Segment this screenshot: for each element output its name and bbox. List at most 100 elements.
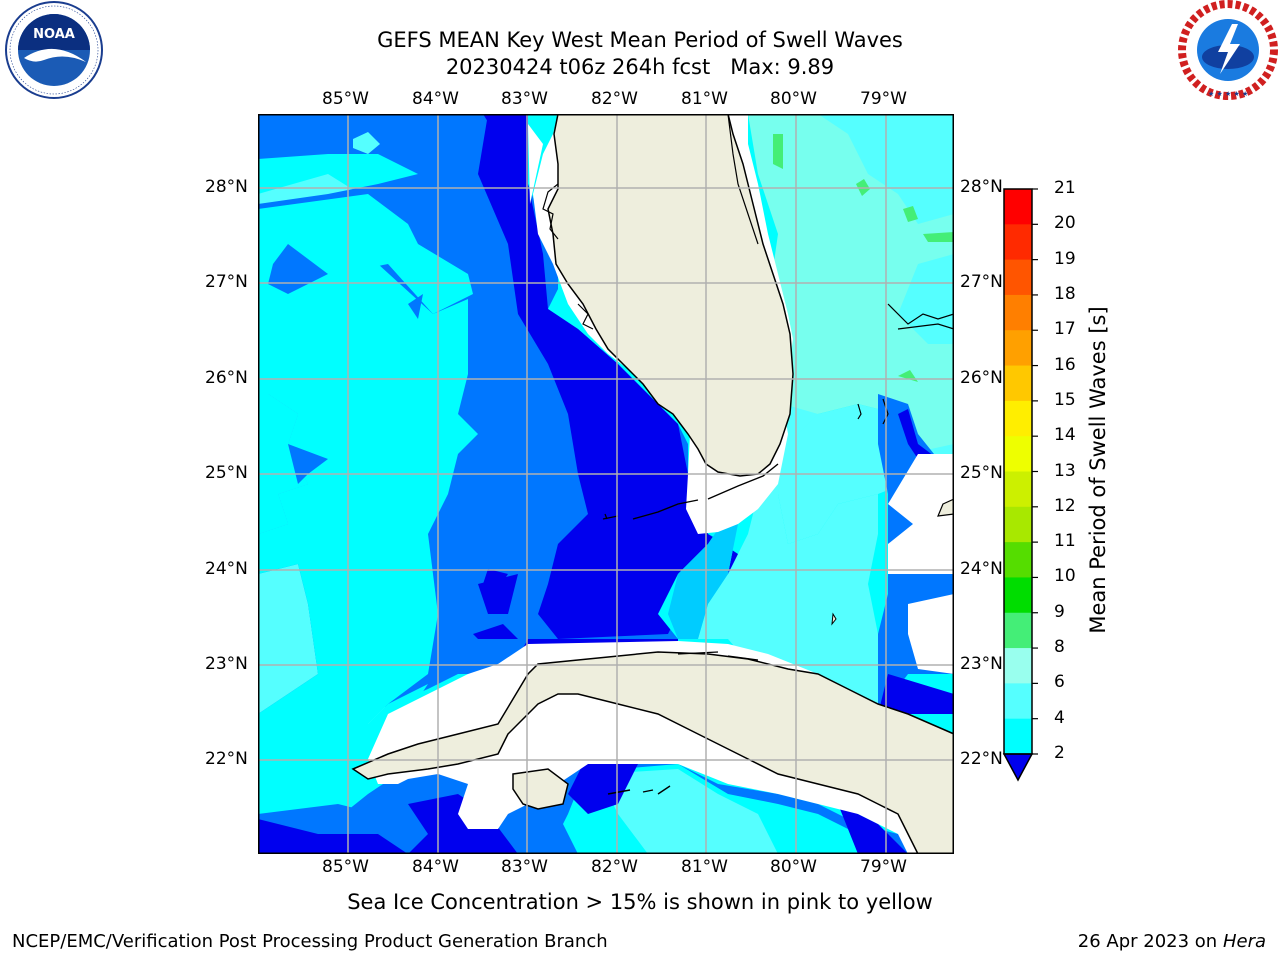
colorbar-label: 19 (1054, 248, 1076, 269)
florida-keys-middle (632, 499, 699, 520)
left-lat-label-28n: 28°N (205, 177, 248, 197)
chart-title: GEFS MEAN Key West Mean Period of Swell … (377, 28, 903, 52)
swell-field-under-2s-north (483, 114, 528, 184)
grand-bahama-coastline (887, 303, 954, 325)
swell-field-4-6s-straits-edge (668, 514, 738, 639)
swell-field-2-4s-patch-nw (268, 244, 328, 294)
left-lat-label-22n: 22°N (205, 749, 248, 769)
bottom-lon-label-83w: 83°W (501, 857, 548, 877)
colorbar-label: 17 (1054, 319, 1076, 340)
swell-field-6-8s-small (353, 132, 380, 154)
swell-field-under-2s-southwest (258, 819, 408, 854)
colorbar-label: 21 (1054, 178, 1076, 198)
swell-field-6-8s-south (598, 769, 778, 854)
top-lon-label-80w: 80°W (770, 89, 817, 109)
abaco-coastline (897, 323, 954, 330)
swell-field-9-10s-spot-3 (903, 206, 918, 222)
colorbar-label: 4 (1054, 707, 1065, 728)
swell-field-4-6s-west (258, 264, 478, 764)
colorbar-label: 15 (1054, 389, 1076, 410)
florida-land (547, 114, 794, 477)
map-frame (258, 114, 954, 854)
florida-charlotte-harbor-coastline (577, 303, 594, 330)
colorbar-segment (1004, 542, 1032, 578)
swell-field-under-2s-patch-3 (473, 624, 518, 639)
colorbar-label: 20 (1054, 213, 1076, 234)
swell-field-9-10s-spot-4 (923, 232, 954, 242)
swell-field-2-4s-spot (408, 294, 423, 319)
swell-field-4-6s-edge (258, 209, 308, 534)
colorbar-title: Mean Period of Swell Waves [s] (1086, 306, 1110, 634)
colorbar-under-triangle (1002, 753, 1034, 782)
noaa-logo-text: NOAA (33, 27, 75, 42)
map-gridlines (258, 114, 954, 854)
no-data-area-florida-nw (528, 124, 543, 204)
colorbar-label: 8 (1054, 637, 1065, 658)
colorbar-segment (1004, 400, 1032, 437)
colorbar-segment (1004, 718, 1032, 755)
cuba-northern-cays (677, 651, 759, 661)
footer-credit: NCEP/EMC/Verification Post Processing Pr… (12, 931, 608, 952)
top-lon-label-84w: 84°W (412, 89, 459, 109)
swell-period-map (258, 114, 954, 854)
bottom-lon-label-82w: 82°W (591, 857, 638, 877)
cay-sal-islet (831, 612, 837, 626)
swell-field-under-2s-south-spot (568, 754, 638, 814)
colorbar-segment (1004, 259, 1032, 296)
right-lat-label-28n: 28°N (960, 177, 1003, 197)
colorbar-segment (1004, 683, 1032, 720)
bottom-lon-label-84w: 84°W (412, 857, 459, 877)
no-data-area-bahamas-3 (908, 594, 954, 674)
no-data-area-bahamas-1 (888, 454, 954, 504)
colorbar-label: 11 (1054, 531, 1076, 552)
right-lat-label-27n: 27°N (960, 272, 1003, 292)
right-lat-label-25n: 25°N (960, 463, 1003, 483)
colorbar-label: 10 (1054, 566, 1076, 587)
top-lon-label-81w: 81°W (681, 89, 728, 109)
chart-subtitle: 20230424 t06z 264h fcst Max: 9.89 (445, 55, 835, 79)
colorbar-label: 14 (1054, 425, 1076, 446)
bimini-coastline (857, 403, 862, 420)
colorbar-segment (1004, 224, 1032, 261)
right-lat-label-26n: 26°N (960, 368, 1003, 388)
swell-field-under-2s-east (878, 674, 954, 714)
colorbar-label: 12 (1054, 495, 1076, 516)
swell-field-under-2s-patch-2 (478, 574, 518, 614)
left-lat-label-23n: 23°N (205, 654, 248, 674)
left-lat-label-25n: 25°N (205, 463, 248, 483)
swell-field-9-10s-spot-1 (773, 134, 783, 169)
berry-islands-coastline (882, 398, 889, 425)
left-lat-label-26n: 26°N (205, 368, 248, 388)
colorbar-segment (1004, 365, 1032, 402)
noaa-logo-icon: NOAA (4, 0, 104, 100)
sea-ice-note: Sea Ice Concentration > 15% is shown in … (347, 890, 933, 914)
top-lon-label-82w: 82°W (591, 89, 638, 109)
nws-logo-icon: ★ ★ ★ ★ ★ (1178, 0, 1278, 100)
top-lon-label-85w: 85°W (322, 89, 369, 109)
left-lat-label-27n: 27°N (205, 272, 248, 292)
colorbar-label: 9 (1054, 601, 1065, 622)
florida-indian-river-coastline (727, 114, 759, 245)
colorbar-label: 2 (1054, 743, 1065, 763)
dry-tortugas (604, 513, 608, 520)
left-lat-label-24n: 24°N (205, 559, 248, 579)
swell-field-under-2s-southeast (838, 804, 908, 854)
footer-host: Hera (1222, 931, 1266, 952)
right-lat-label-23n: 23°N (960, 654, 1003, 674)
colorbar-segment (1004, 648, 1032, 684)
top-lon-label-83w: 83°W (501, 89, 548, 109)
bottom-lon-label-79w: 79°W (860, 857, 907, 877)
cuba-southern-cays (607, 785, 671, 795)
colorbar-segment (1004, 506, 1032, 543)
florida-keys-lower (602, 515, 619, 520)
colorbar (1002, 188, 1038, 782)
colorbar-segment (1004, 330, 1032, 367)
colorbar-segment (1004, 577, 1032, 614)
florida-keys-upper (707, 463, 779, 500)
swell-field-under-2s-south-center (408, 794, 518, 854)
swell-field-6-8s-straits (688, 404, 898, 724)
colorbar-label: 18 (1054, 283, 1076, 304)
bottom-lon-label-80w: 80°W (770, 857, 817, 877)
colorbar-label: 6 (1054, 672, 1065, 693)
cuba-land (351, 651, 954, 854)
